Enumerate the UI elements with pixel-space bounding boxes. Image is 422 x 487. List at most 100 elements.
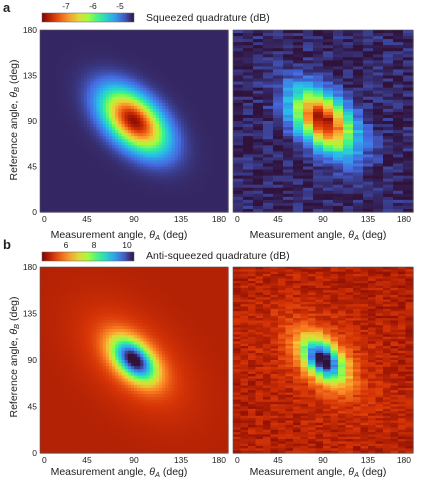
heatmap-cell (99, 72, 104, 77)
heatmap-cell (152, 205, 157, 210)
heatmap-cell (65, 133, 69, 137)
heatmap-cell (40, 117, 44, 122)
heatmap-cell (137, 196, 141, 201)
heatmap-cell (143, 51, 148, 55)
heatmap-cell (168, 30, 173, 34)
heatmap-cell (193, 127, 198, 131)
heatmap-cell (137, 69, 141, 74)
heatmap-cell (121, 51, 126, 55)
heatmap-cell (313, 193, 324, 198)
heatmap-cell (193, 136, 198, 140)
heatmap-cell (273, 172, 284, 177)
heatmap-cell (46, 431, 50, 435)
heatmap-cell (46, 172, 50, 177)
heatmap-cell (140, 124, 144, 128)
heatmap-cell (193, 181, 198, 186)
heatmap-cell (134, 48, 138, 52)
heatmap-cell (187, 127, 191, 131)
heatmap-cell (196, 39, 201, 43)
heatmap-cell (115, 87, 119, 92)
heatmap-cell (99, 145, 104, 149)
heatmap-cell (155, 60, 160, 64)
heatmap-cell (127, 63, 132, 67)
heatmap-cell (177, 99, 182, 104)
heatmap-cell (52, 325, 57, 330)
heatmap-cell (43, 350, 47, 355)
heatmap-cell (140, 199, 144, 204)
heatmap-cell (112, 114, 116, 119)
heatmap-cell (108, 175, 113, 180)
heatmap-cell (127, 78, 132, 83)
heatmap-cell (87, 57, 91, 61)
heatmap-cell (313, 172, 324, 177)
heatmap-cell (184, 51, 188, 55)
heatmap-cell (243, 181, 254, 186)
heatmap-cell (343, 187, 354, 192)
heatmap-cell (49, 202, 54, 207)
heatmap-cell (303, 78, 314, 83)
heatmap-cell (90, 36, 94, 40)
heatmap-cell (83, 160, 88, 165)
heatmap-cell (293, 157, 304, 162)
heatmap-cell (152, 87, 157, 92)
heatmap-cell (52, 397, 57, 401)
heatmap-cell (49, 428, 54, 432)
heatmap-cell (196, 208, 201, 213)
heatmap-cell (373, 205, 384, 210)
heatmap-cell (43, 142, 47, 146)
heatmap-cell (215, 93, 220, 98)
heatmap-cell (61, 99, 66, 104)
heatmap-cell (49, 184, 54, 189)
heatmap-cell (313, 148, 324, 152)
heatmap-cell (115, 96, 119, 101)
heatmap-cell (152, 175, 157, 180)
heatmap-cell (215, 142, 220, 146)
heatmap-cell (162, 84, 166, 89)
heatmap-cell (61, 148, 66, 152)
heatmap-cell (68, 42, 72, 46)
heatmap-cell (46, 30, 50, 34)
heatmap-cell (108, 127, 113, 131)
heatmap-cell (130, 178, 135, 183)
heatmap-cell (52, 428, 57, 432)
heatmap-cell (353, 187, 364, 192)
heatmap-cell (206, 163, 210, 168)
heatmap-cell (149, 111, 154, 116)
heatmap-cell (323, 51, 334, 55)
heatmap-cell (152, 78, 157, 83)
heatmap-cell (263, 90, 274, 95)
heatmap-cell (283, 102, 294, 107)
heatmap-cell (162, 90, 166, 95)
heatmap-cell (155, 151, 160, 155)
heatmap-cell (143, 54, 148, 58)
heatmap-cell (77, 154, 82, 158)
heatmap-cell (137, 190, 141, 195)
heatmap-cell (105, 45, 110, 49)
heatmap-cell (221, 84, 226, 89)
heatmap-cell (43, 75, 47, 80)
heatmap-cell (224, 90, 229, 95)
heatmap-cell (168, 45, 173, 49)
heatmap-cell (43, 66, 47, 71)
heatmap-cell (90, 78, 94, 83)
heatmap-cell (105, 30, 110, 34)
heatmap-cell (171, 105, 176, 110)
heatmap-cell (152, 139, 157, 143)
heatmap-cell (71, 93, 76, 98)
heatmap-cell (293, 66, 304, 71)
heatmap-cell (373, 60, 384, 64)
heatmap-cell (206, 145, 210, 149)
heatmap-cell (206, 84, 210, 89)
heatmap-cell (46, 403, 50, 408)
heatmap-cell (184, 63, 188, 67)
heatmap-cell (149, 160, 154, 165)
heatmap-cell (233, 178, 244, 183)
heatmap-cell (93, 121, 97, 125)
heatmap-cell (146, 124, 151, 128)
heatmap-cell (199, 145, 204, 149)
heatmap-cell (181, 160, 185, 165)
heatmap-cell (124, 190, 129, 195)
heatmap-cell (52, 169, 57, 174)
heatmap-cell (140, 202, 144, 207)
heatmap-cell (46, 187, 50, 192)
